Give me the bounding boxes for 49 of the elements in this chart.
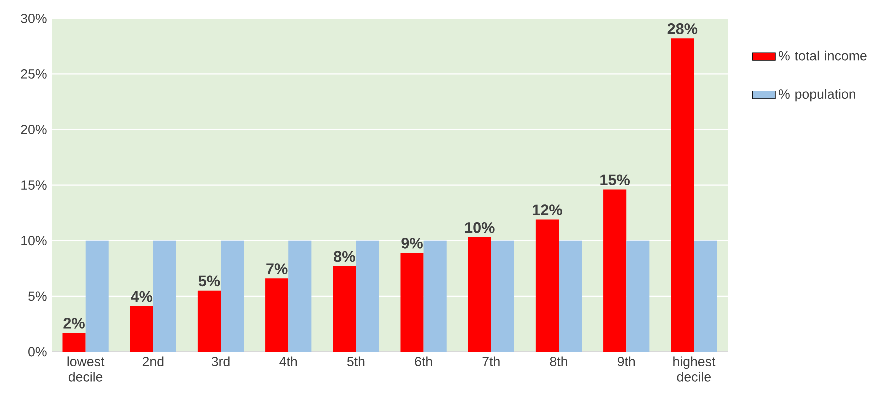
data-label: 9% (402, 238, 423, 249)
bar (266, 278, 289, 352)
x-tick-label: lowest decile (68, 356, 105, 382)
y-tick-label: 10% (22, 236, 47, 246)
y-tick-label: 15% (22, 180, 47, 190)
x-tick-label: 5th (347, 356, 365, 366)
bar (333, 266, 356, 352)
bar (198, 290, 222, 352)
bar (604, 190, 627, 352)
data-label: 8% (334, 251, 356, 262)
data-label: 10% (465, 222, 495, 234)
bar (130, 306, 154, 352)
y-tick-label: 30% (21, 14, 47, 24)
bar (671, 38, 694, 352)
bar (536, 220, 560, 352)
x-tick-label: 6th (415, 356, 432, 366)
bar (424, 240, 447, 352)
bar (491, 240, 514, 352)
y-tick-label: 0% (28, 347, 47, 357)
bar (626, 240, 650, 352)
data-label: 12% (533, 204, 562, 216)
bar (62, 333, 86, 352)
bar (468, 238, 492, 352)
legend-label: % population (778, 89, 856, 102)
y-tick-label: 25% (21, 70, 47, 79)
x-tick-label: 2nd (142, 356, 164, 366)
data-label: 5% (198, 276, 220, 287)
bar (288, 240, 312, 352)
data-label: 15% (600, 174, 630, 186)
bar (221, 240, 244, 352)
data-label: 7% (266, 264, 288, 274)
x-tick-label: 9th (618, 356, 635, 366)
bar (694, 240, 718, 352)
bar (559, 240, 582, 352)
bar (153, 240, 176, 352)
x-tick-label: highest decile (674, 356, 716, 382)
data-label: 2% (64, 318, 85, 329)
data-label: 28% (668, 24, 698, 34)
x-tick-label: 7th (482, 356, 500, 366)
y-tick-label: 5% (28, 292, 47, 302)
bar (400, 253, 424, 352)
legend-label: % total income (778, 50, 867, 61)
y-tick-label: 20% (21, 125, 47, 134)
bar (356, 240, 380, 352)
data-label: 4% (131, 291, 153, 302)
bar (86, 240, 109, 352)
x-tick-label: 3rd (212, 356, 230, 366)
x-tick-label: 8th (550, 356, 568, 366)
x-tick-label: 4th (280, 356, 298, 366)
